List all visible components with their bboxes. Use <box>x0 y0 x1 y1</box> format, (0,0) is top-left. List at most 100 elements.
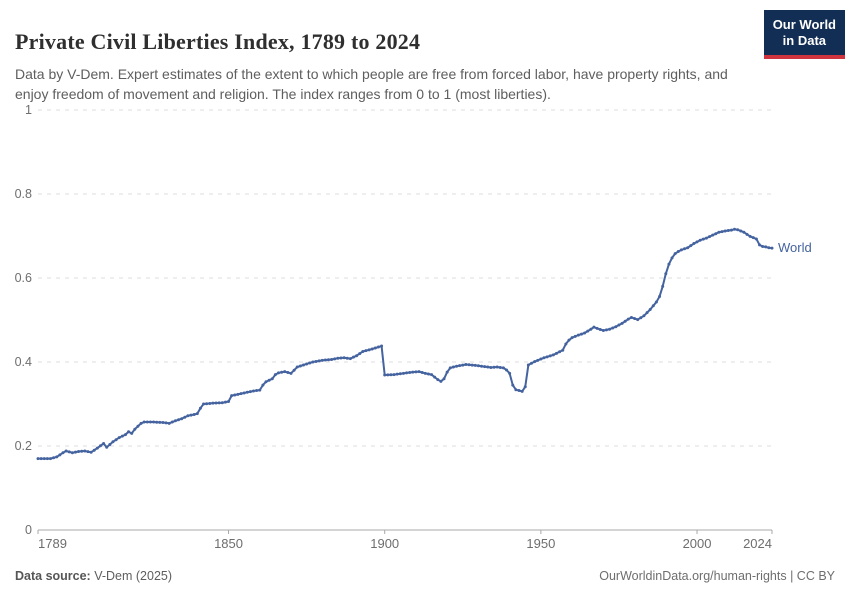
world-series-point <box>764 245 768 249</box>
license-badge[interactable]: | CC BY <box>790 569 835 583</box>
world-series-point <box>117 436 121 440</box>
world-series-point <box>351 355 355 359</box>
world-series-point <box>242 391 246 395</box>
world-series-point <box>286 371 290 374</box>
world-series-point <box>570 336 574 340</box>
world-series-point <box>430 373 434 377</box>
world-series-point <box>539 357 543 361</box>
world-series-point <box>323 358 327 362</box>
world-series-point <box>742 230 746 234</box>
world-series-point <box>370 347 374 351</box>
world-series-point <box>495 365 499 369</box>
world-series-point <box>729 228 733 232</box>
world-series-point <box>202 402 206 406</box>
world-series-point <box>733 227 737 231</box>
world-series-point <box>586 329 590 333</box>
world-series-point <box>439 379 443 383</box>
world-series-point <box>364 349 368 353</box>
world-series-point <box>664 272 668 276</box>
world-series-point <box>558 350 562 354</box>
world-series-point <box>745 232 749 236</box>
world-series-point <box>423 371 427 375</box>
world-series-point <box>701 237 705 241</box>
world-series-point <box>614 325 618 329</box>
world-series-point <box>661 284 665 288</box>
world-series-point <box>239 392 243 396</box>
world-series-point <box>98 444 102 448</box>
world-series-point <box>233 393 237 397</box>
owid-logo-line1: Our World <box>772 17 836 32</box>
y-tick-label: 1 <box>25 103 32 117</box>
world-series-point <box>292 368 296 372</box>
world-series-point <box>120 434 124 438</box>
world-series-point <box>152 420 156 424</box>
world-series-point <box>676 250 680 254</box>
world-series-point <box>77 449 81 453</box>
world-series-point <box>255 389 259 393</box>
world-series-point <box>573 334 577 338</box>
world-series-point <box>236 392 240 396</box>
world-series-point <box>436 378 440 382</box>
world-series-point <box>139 421 143 425</box>
world-series-point <box>248 390 252 394</box>
world-series-point <box>252 389 256 393</box>
y-tick-label: 0.6 <box>15 271 32 285</box>
world-series-point <box>723 229 727 233</box>
world-series-point <box>42 457 46 461</box>
world-series-point <box>511 383 515 387</box>
world-series-point <box>651 304 655 308</box>
world-series-point <box>142 420 146 424</box>
world-series-point <box>220 401 224 405</box>
world-series-point <box>442 377 446 381</box>
world-series-point <box>167 421 171 425</box>
world-series-point <box>673 252 677 256</box>
x-tick-label: 1850 <box>214 536 243 551</box>
owid-url-link[interactable]: OurWorldinData.org/human-rights <box>599 569 787 583</box>
world-series-point <box>754 237 758 241</box>
world-series-point <box>264 380 268 384</box>
world-series-point <box>542 356 546 360</box>
world-series-point <box>698 238 702 242</box>
world-series-point <box>467 363 471 367</box>
world-series-point <box>470 363 474 367</box>
world-series-label: World <box>778 240 812 255</box>
world-series-point <box>401 371 405 375</box>
world-series-point <box>711 233 715 237</box>
world-series-point <box>130 431 134 435</box>
world-series-point <box>258 388 262 392</box>
world-series-point <box>355 354 359 358</box>
world-series-point <box>398 372 402 376</box>
page-title: Private Civil Liberties Index, 1789 to 2… <box>15 28 421 54</box>
world-series-point <box>592 325 596 329</box>
footer-source: Data source: V-Dem (2025) <box>15 569 172 583</box>
world-series-point <box>417 370 421 374</box>
world-series-point <box>177 418 181 422</box>
world-series-point <box>551 353 555 357</box>
world-series-point <box>326 358 330 362</box>
world-series-point <box>601 329 605 332</box>
world-series-point <box>158 420 162 424</box>
world-series-point <box>114 438 118 442</box>
world-series-point <box>564 342 568 346</box>
world-series-point <box>52 456 56 460</box>
world-series-point <box>123 433 127 437</box>
world-series-point <box>473 363 477 367</box>
world-series-point <box>161 420 165 424</box>
world-series-point <box>186 414 190 418</box>
world-series-point <box>623 319 627 323</box>
world-series-point <box>289 371 293 375</box>
world-series-point <box>426 372 430 376</box>
world-series-point <box>714 232 718 236</box>
world-series-point <box>95 446 99 450</box>
world-series-point <box>39 457 43 461</box>
owid-logo[interactable]: Our World in Data <box>763 10 845 59</box>
world-series-point <box>283 370 287 374</box>
world-series-point <box>308 361 312 365</box>
world-series-point <box>92 448 96 452</box>
world-series-point <box>536 358 540 362</box>
world-series-point <box>361 350 365 353</box>
world-series-point <box>658 294 662 298</box>
world-series-point <box>295 365 299 369</box>
world-series-point <box>311 360 315 364</box>
world-series-point <box>433 375 437 379</box>
